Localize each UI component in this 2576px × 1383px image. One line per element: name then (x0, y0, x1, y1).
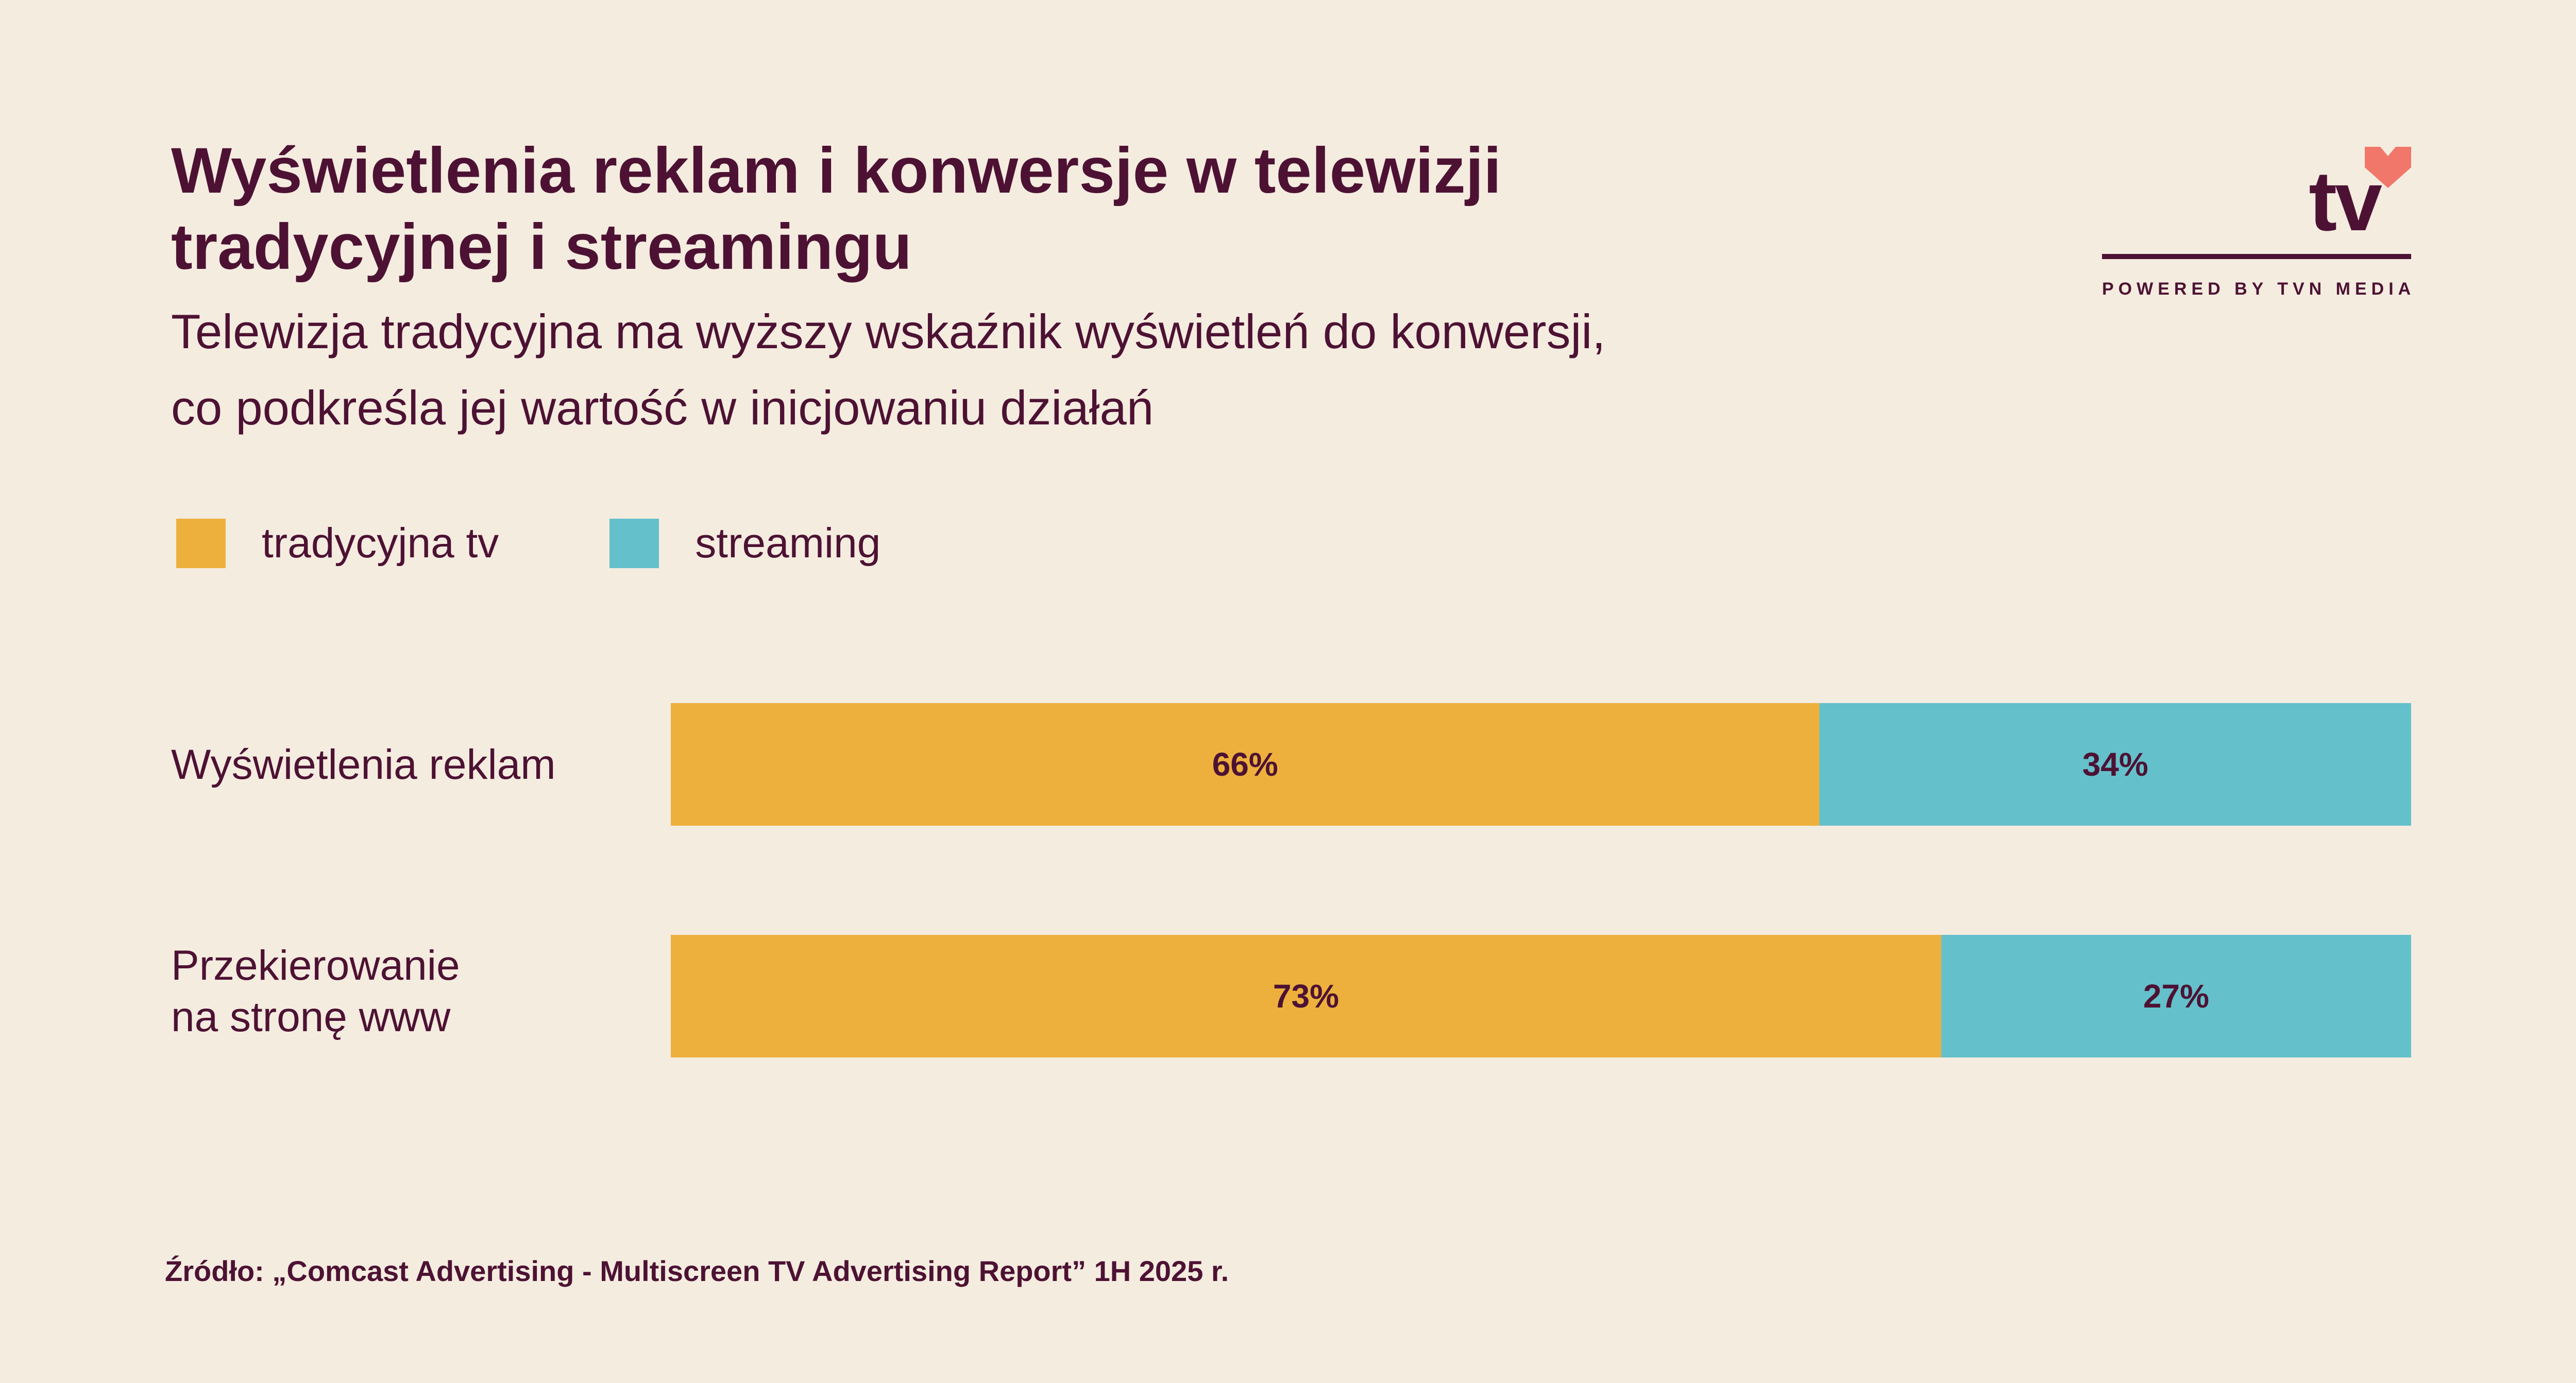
bar-traditional-1 (671, 935, 1941, 1057)
legend-item-streaming: streaming (609, 519, 880, 568)
chart-subtitle: Telewizja tradycyjna ma wyższy wskaźnik … (171, 294, 1974, 446)
logo-divider (2102, 254, 2411, 259)
logo-tagline: POWERED BY TVN MEDIA (2102, 279, 2416, 299)
chart-title: Wyświetlenia reklam i konwersje w telewi… (171, 135, 1502, 283)
heart-icon (2365, 147, 2411, 188)
category-label-redirect: Przekierowanie na stronę www (171, 940, 635, 1043)
bar-value-label-traditional-1: 73% (1273, 978, 1339, 1015)
subtitle-line-1: Telewizja tradycyjna ma wyższy wskaźnik … (171, 304, 1606, 358)
legend: tradycyjna tv streaming (176, 518, 991, 569)
category-label-line: Wyświetlenia reklam (171, 741, 556, 788)
legend-item-traditional: tradycyjna tv (176, 519, 499, 568)
bar-streaming-1 (1941, 935, 2411, 1057)
bar-value-label-traditional-0: 66% (1212, 746, 1278, 783)
source-note: Źródło: „Comcast Advertising - Multiscre… (165, 1255, 1229, 1287)
bar-traditional-0 (671, 703, 1820, 826)
logo-text: tv (2309, 153, 2382, 248)
category-label-ad-views: Wyświetlenia reklam (171, 739, 635, 791)
legend-label-streaming: streaming (695, 520, 881, 567)
legend-swatch-traditional (176, 519, 226, 568)
subtitle-line-2: co podkreśla jej wartość w inicjowaniu d… (171, 381, 1154, 435)
legend-swatch-streaming (609, 519, 659, 568)
bar-streaming-0 (1819, 703, 2411, 826)
category-label-line: na stronę www (171, 994, 451, 1040)
legend-label-traditional: tradycyjna tv (262, 520, 499, 567)
bar-value-label-streaming-0: 34% (2082, 746, 2148, 783)
category-label-line: Przekierowanie (171, 942, 460, 989)
bar-value-label-streaming-1: 27% (2143, 978, 2209, 1015)
tv-logo: tv POWERED BY TVN MEDIA (2102, 144, 2411, 309)
